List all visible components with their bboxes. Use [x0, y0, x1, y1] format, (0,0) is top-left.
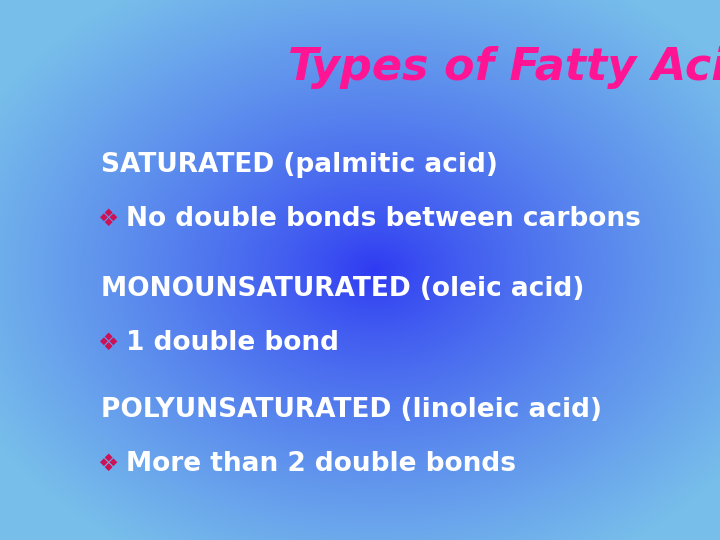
- Text: ❖: ❖: [97, 453, 119, 476]
- Text: ❖: ❖: [97, 331, 119, 355]
- Text: No double bonds between carbons: No double bonds between carbons: [126, 206, 641, 232]
- Text: More than 2 double bonds: More than 2 double bonds: [126, 451, 516, 477]
- Text: Types of Fatty Acids: Types of Fatty Acids: [288, 46, 720, 89]
- Text: SATURATED (palmitic acid): SATURATED (palmitic acid): [101, 152, 498, 178]
- Text: MONOUNSATURATED (oleic acid): MONOUNSATURATED (oleic acid): [101, 276, 584, 302]
- Text: POLYUNSATURATED (linoleic acid): POLYUNSATURATED (linoleic acid): [101, 397, 602, 423]
- Text: 1 double bond: 1 double bond: [126, 330, 339, 356]
- Text: ❖: ❖: [97, 207, 119, 231]
